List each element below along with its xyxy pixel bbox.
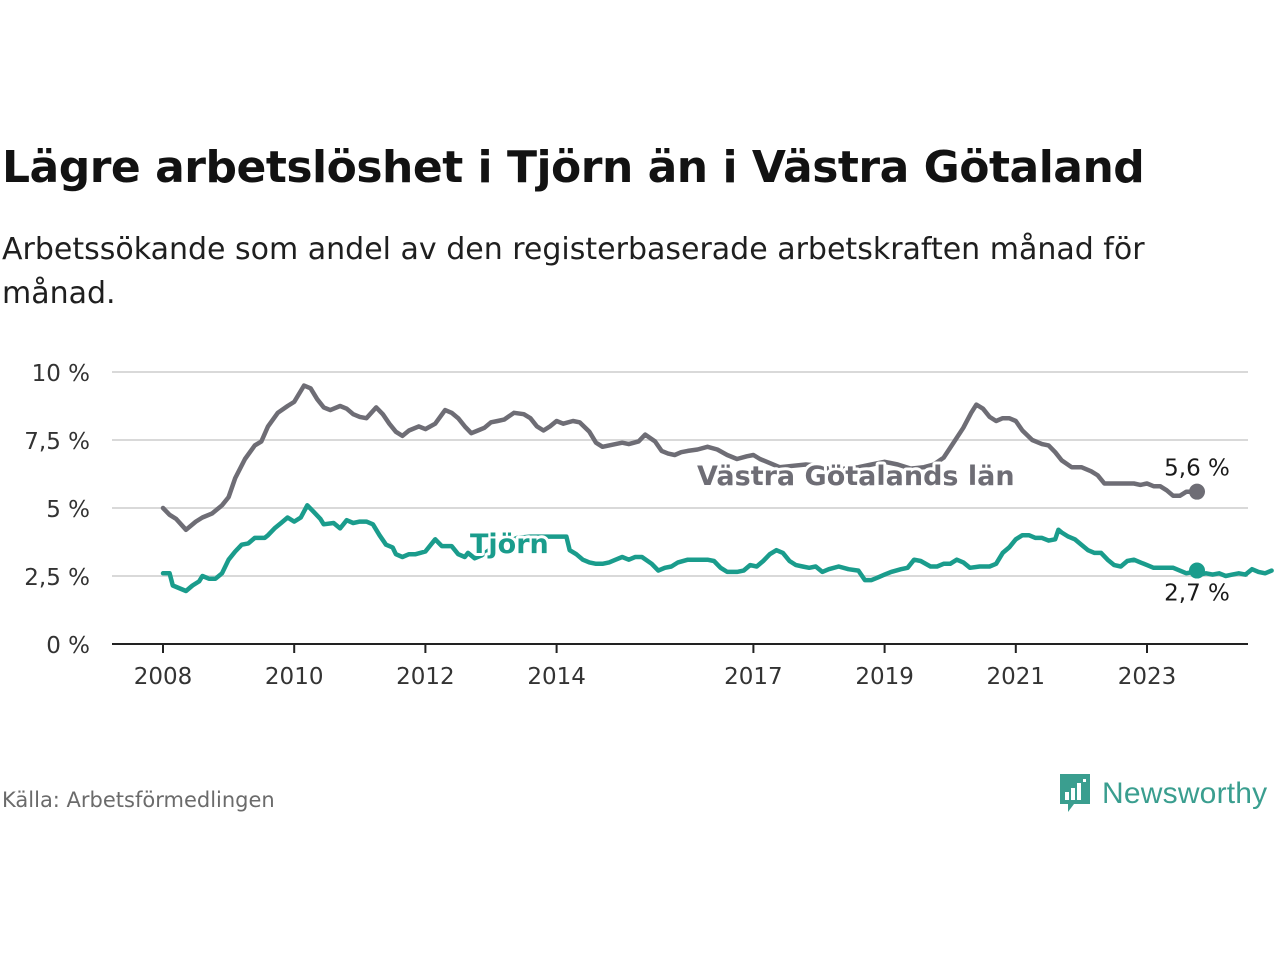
- end-value-tjorn: 2,7 %: [1164, 581, 1230, 607]
- newsworthy-logo-icon: [1060, 774, 1090, 812]
- chart-subtitle: Arbetssökande som andel av den registerb…: [2, 232, 1145, 311]
- brand-name: Newsworthy: [1102, 777, 1268, 810]
- y-tick-label: 0 %: [46, 633, 90, 659]
- x-tick-label: 2021: [987, 664, 1046, 690]
- series-line-vastra-gotaland: [160, 383, 1202, 533]
- x-tick-label: 2008: [134, 664, 193, 690]
- x-tick-label: 2023: [1118, 664, 1177, 690]
- series-label-vastra-gotaland: Västra Götalands län: [697, 461, 1015, 492]
- x-tick-label: 2019: [855, 664, 914, 690]
- series-label-tjorn: Tjörn: [470, 529, 549, 560]
- x-tick-label: 2010: [265, 664, 324, 690]
- y-tick-label: 2,5 %: [24, 565, 90, 591]
- chart-title: Lägre arbetslöshet i Tjörn än i Västra G…: [2, 142, 1145, 193]
- series-line-tjorn: [160, 503, 1274, 594]
- x-tick-label: 2012: [396, 664, 455, 690]
- end-value-vastra-gotaland: 5,6 %: [1164, 456, 1230, 482]
- line-chart: 0 % 2,5 % 5 % 7,5 % 10 % 2008 2010 2012 2014 2017…: [24, 361, 1274, 690]
- end-marker-tjorn: [1189, 562, 1205, 579]
- x-tick-label: 2014: [527, 664, 586, 690]
- y-tick-label: 10 %: [32, 361, 90, 387]
- end-marker-vastra-gotaland: [1189, 483, 1205, 500]
- source-note: Källa: Arbetsförmedlingen: [2, 788, 275, 812]
- y-tick-label: 7,5 %: [24, 429, 90, 455]
- y-tick-label: 5 %: [46, 497, 90, 523]
- brand-logo: Newsworthy: [1058, 772, 1267, 816]
- x-tick-label: 2017: [724, 664, 783, 690]
